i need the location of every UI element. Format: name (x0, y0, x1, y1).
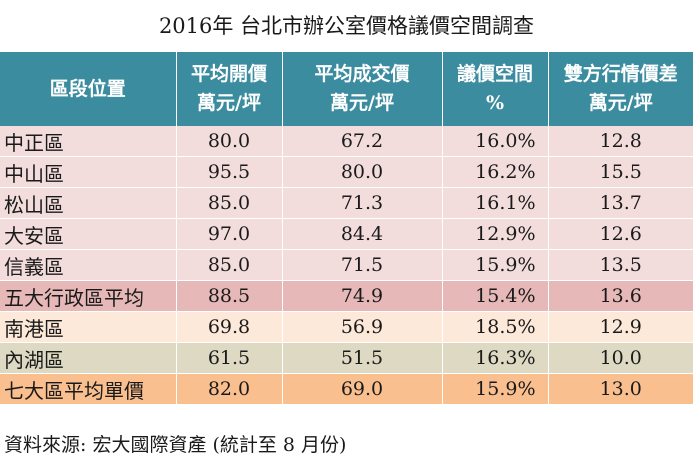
bargain-space-cell: 16.2% (442, 156, 549, 188)
district-cell: 中正區 (0, 126, 177, 157)
district-cell: 南港區 (0, 311, 177, 343)
price-gap-cell: 13.5 (548, 249, 693, 281)
table-row: 松山區 85.0 71.3 16.1% 13.7 (0, 187, 693, 219)
price-gap-cell: 13.6 (548, 280, 693, 312)
table-row: 中正區 80.0 67.2 16.0% 12.8 (0, 126, 693, 157)
price-gap-cell: 12.6 (548, 218, 693, 250)
bargain-space-cell: 15.9% (442, 373, 549, 405)
district-cell: 大安區 (0, 218, 177, 250)
header-deal-price: 平均成交價 萬元/坪 (282, 52, 443, 126)
price-gap-cell: 12.8 (548, 126, 693, 157)
bargain-space-cell: 16.3% (442, 342, 549, 374)
header-asking-price: 平均開價 萬元/坪 (176, 52, 283, 126)
deal-price-cell: 80.0 (282, 156, 443, 188)
deal-price-cell: 56.9 (282, 311, 443, 343)
deal-price-cell: 51.5 (282, 342, 443, 374)
deal-price-cell: 84.4 (282, 218, 443, 250)
district-cell: 松山區 (0, 187, 177, 219)
district-cell: 五大行政區平均 (0, 280, 177, 312)
table-row: 南港區 69.8 56.9 18.5% 12.9 (0, 311, 693, 343)
bargain-space-cell: 18.5% (442, 311, 549, 343)
table-row-seven-district-average: 七大區平均單價 82.0 69.0 15.9% 13.0 (0, 373, 693, 405)
asking-price-cell: 95.5 (176, 156, 283, 188)
table-row: 中山區 95.5 80.0 16.2% 15.5 (0, 156, 693, 188)
bargain-space-cell: 15.4% (442, 280, 549, 312)
asking-price-cell: 85.0 (176, 187, 283, 219)
district-cell: 內湖區 (0, 342, 177, 374)
source-note: 資料來源: 宏大國際資產 (統計至 8 月份) (4, 434, 347, 456)
header-bargain-space: 議價空間% (442, 52, 549, 126)
table-row: 內湖區 61.5 51.5 16.3% 10.0 (0, 342, 693, 374)
bargain-space-cell: 12.9% (442, 218, 549, 250)
district-cell: 中山區 (0, 156, 177, 188)
header-row: 區段位置 平均開價 萬元/坪 平均成交價 萬元/坪 議價空間% 雙方行情價差 萬元/坪 (0, 52, 693, 126)
deal-price-cell: 71.5 (282, 249, 443, 281)
bargain-space-cell: 15.9% (442, 249, 549, 281)
deal-price-cell: 69.0 (282, 373, 443, 405)
deal-price-cell: 71.3 (282, 187, 443, 219)
district-cell: 七大區平均單價 (0, 373, 177, 405)
table-row: 大安區 97.0 84.4 12.9% 12.6 (0, 218, 693, 250)
table-row: 信義區 85.0 71.5 15.9% 13.5 (0, 249, 693, 281)
table-row-five-district-average: 五大行政區平均 88.5 74.9 15.4% 13.6 (0, 280, 693, 312)
deal-price-cell: 67.2 (282, 126, 443, 157)
asking-price-cell: 88.5 (176, 280, 283, 312)
asking-price-cell: 61.5 (176, 342, 283, 374)
district-cell: 信義區 (0, 249, 177, 281)
header-district: 區段位置 (0, 52, 177, 126)
page-title: 2016年 台北市辦公室價格議價空間調查 (158, 14, 535, 38)
deal-price-cell: 74.9 (282, 280, 443, 312)
asking-price-cell: 85.0 (176, 249, 283, 281)
price-gap-cell: 10.0 (548, 342, 693, 374)
price-gap-cell: 12.9 (548, 311, 693, 343)
price-table: 區段位置 平均開價 萬元/坪 平均成交價 萬元/坪 議價空間% 雙方行情價差 萬元/坪… (0, 52, 693, 405)
bargain-space-cell: 16.1% (442, 187, 549, 219)
header-price-gap: 雙方行情價差 萬元/坪 (548, 52, 693, 126)
asking-price-cell: 82.0 (176, 373, 283, 405)
bargain-space-cell: 16.0% (442, 126, 549, 157)
price-gap-cell: 13.7 (548, 187, 693, 219)
asking-price-cell: 80.0 (176, 126, 283, 157)
price-gap-cell: 15.5 (548, 156, 693, 188)
asking-price-cell: 97.0 (176, 218, 283, 250)
price-gap-cell: 13.0 (548, 373, 693, 405)
asking-price-cell: 69.8 (176, 311, 283, 343)
